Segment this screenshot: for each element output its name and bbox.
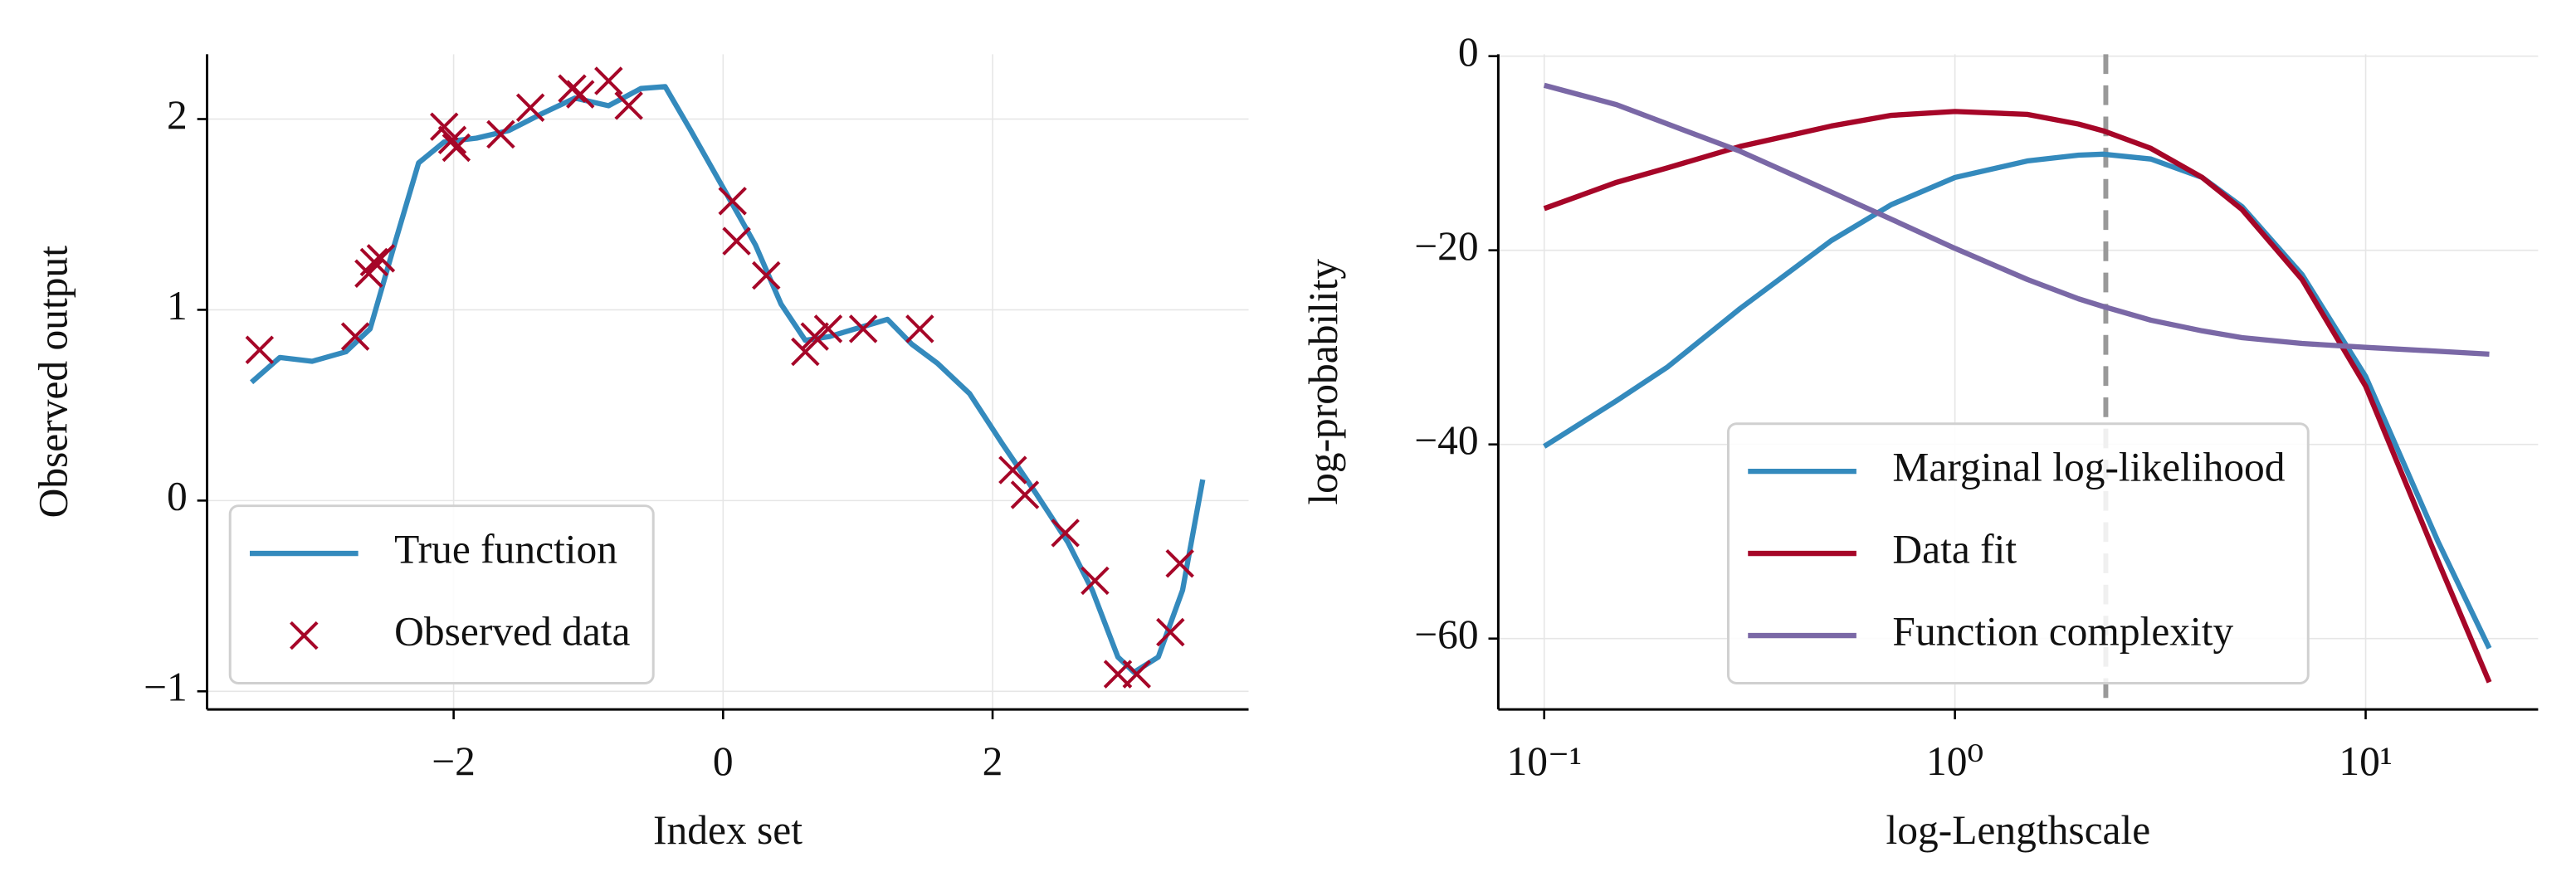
data-point bbox=[718, 187, 747, 216]
data-point bbox=[359, 247, 389, 277]
y-tick-label: −1 bbox=[144, 665, 188, 710]
y-tick-label: −40 bbox=[1414, 417, 1478, 463]
data-point bbox=[848, 314, 878, 343]
data-point bbox=[1122, 660, 1151, 689]
data-point bbox=[515, 93, 545, 122]
x-axis-label: Index set bbox=[653, 807, 803, 853]
y-tick-label: −60 bbox=[1414, 611, 1478, 657]
legend-box bbox=[1727, 422, 2310, 684]
legend-box bbox=[228, 504, 655, 684]
data-point bbox=[998, 455, 1027, 485]
data-point bbox=[594, 66, 623, 95]
data-point bbox=[430, 112, 459, 141]
data-point bbox=[1165, 549, 1194, 578]
legend: True function Observed data bbox=[228, 504, 655, 684]
data-point bbox=[905, 314, 934, 343]
y-tick-label: 0 bbox=[167, 474, 188, 519]
data-point bbox=[614, 91, 643, 120]
y-axis-label: Observed output bbox=[31, 246, 76, 519]
y-tick-label: 2 bbox=[167, 92, 188, 138]
legend-label: Marginal log-likelihood bbox=[1892, 444, 2285, 489]
data-point bbox=[1010, 480, 1040, 509]
legend-label: Data fit bbox=[1892, 526, 2017, 572]
data-point bbox=[1156, 617, 1185, 647]
x-tick-label: 0 bbox=[713, 738, 734, 784]
x-tick-label: 10⁰ bbox=[1926, 738, 1983, 784]
series-line bbox=[249, 84, 1206, 675]
data-point bbox=[437, 125, 467, 155]
legend-label: Function complexity bbox=[1892, 608, 2233, 654]
series-line bbox=[1543, 151, 2492, 650]
legend-label: Observed data bbox=[394, 608, 630, 654]
series-line bbox=[1543, 82, 2490, 358]
data-point bbox=[813, 314, 843, 343]
data-point bbox=[486, 119, 515, 149]
y-tick-label: 0 bbox=[1458, 29, 1479, 75]
y-tick-label: 1 bbox=[167, 283, 188, 329]
x-tick-label: 10⁻¹ bbox=[1507, 738, 1582, 784]
legend: Marginal log-likelihood Data fit Function … bbox=[1727, 422, 2310, 684]
data-point bbox=[245, 335, 275, 364]
legend-label: True function bbox=[394, 526, 617, 572]
data-point bbox=[722, 226, 751, 256]
series-line bbox=[1543, 109, 2492, 684]
y-axis-label: log-probability bbox=[1300, 259, 1346, 505]
y-tick-label: −20 bbox=[1414, 223, 1478, 269]
data-point bbox=[1051, 519, 1080, 548]
data-point bbox=[791, 337, 820, 367]
x-tick-label: 10¹ bbox=[2339, 738, 2392, 784]
data-point bbox=[366, 244, 396, 273]
x-tick-label: −2 bbox=[432, 738, 476, 784]
chart-panel: 10⁻¹ 10⁰ 10¹ −60 −40 −20 0 log-Lengthscale log-p… bbox=[1300, 29, 2539, 853]
chart-panel: −2 0 2 −1 0 1 2 Index set Observed output True fu… bbox=[31, 54, 1249, 853]
x-tick-label: 2 bbox=[983, 738, 1003, 784]
data-point bbox=[442, 133, 471, 163]
legend-swatch bbox=[290, 621, 319, 650]
data-point bbox=[340, 322, 370, 351]
data-point bbox=[1081, 566, 1110, 596]
data-point bbox=[752, 261, 781, 290]
data-point bbox=[565, 80, 595, 109]
data-point bbox=[558, 74, 587, 103]
data-point bbox=[800, 322, 829, 351]
x-axis-label: log-Lengthscale bbox=[1886, 807, 2151, 853]
